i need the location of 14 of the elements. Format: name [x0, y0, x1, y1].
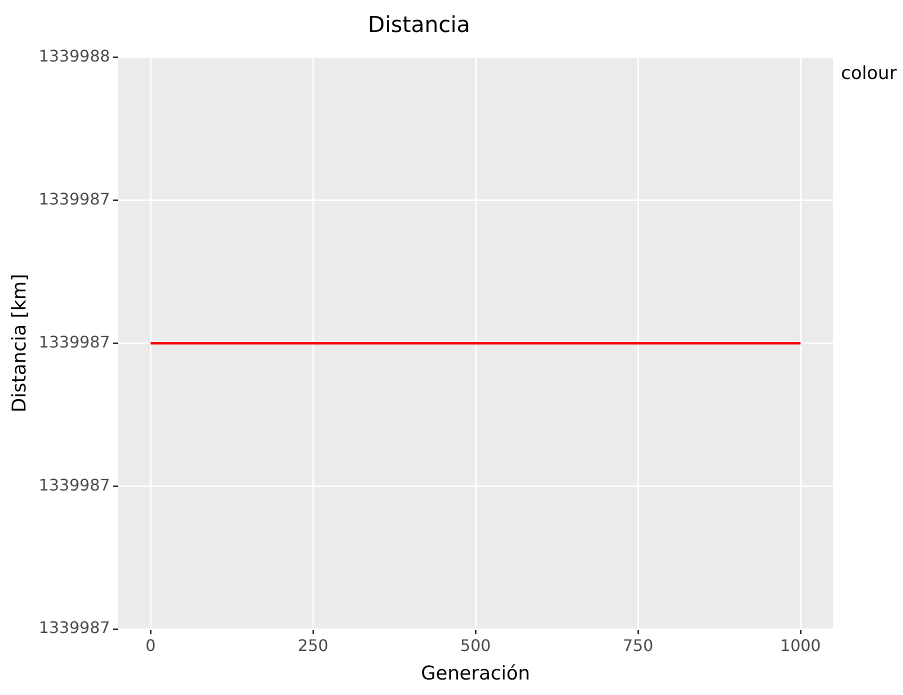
x-tick-label: 500: [460, 636, 491, 655]
chart-title: Distancia: [368, 12, 470, 38]
y-tick-label: 1339987: [38, 332, 110, 352]
y-tick-label: 1339987: [38, 189, 110, 208]
y-axis-title: Distancia [km]: [8, 274, 30, 413]
y-tick-label: 1339987: [38, 475, 110, 494]
x-tick-label: 750: [622, 636, 654, 655]
y-tick-label: 1339987: [38, 618, 110, 638]
x-tick-label: 250: [298, 636, 328, 655]
y-tick-label: 1339988: [38, 46, 110, 66]
x-tick-label: 0: [145, 636, 156, 655]
x-axis-title: Generación: [421, 662, 530, 685]
x-tick-label: 1000: [780, 636, 821, 655]
legend-title: colour: [841, 63, 898, 84]
